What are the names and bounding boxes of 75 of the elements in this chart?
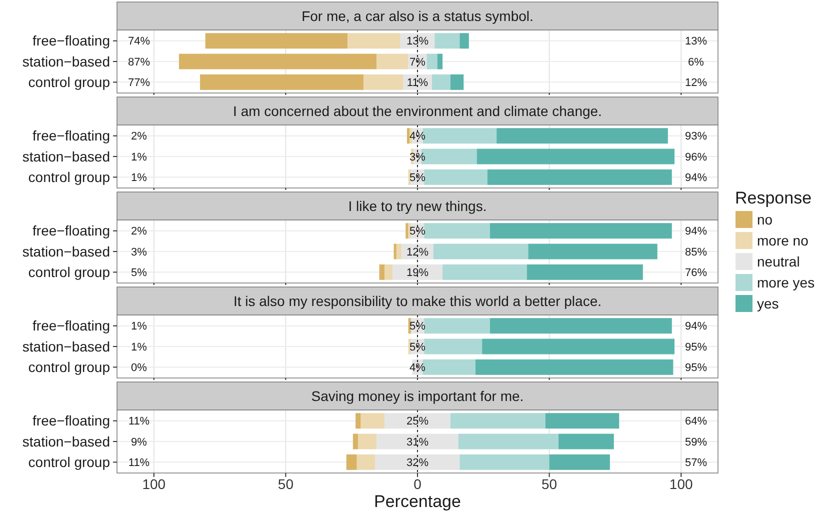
- annotation: 0%: [131, 362, 148, 374]
- legend-label: more no: [757, 232, 809, 248]
- annotation: 85%: [684, 246, 708, 258]
- legend-label: no: [757, 211, 773, 228]
- legend-label: yes: [757, 295, 779, 312]
- data-label: 13%: [406, 36, 429, 48]
- annotation: 1%: [131, 320, 148, 333]
- legend-title: Response: [735, 188, 812, 208]
- y-tick-label: free−floating: [32, 318, 110, 334]
- data-label: 4%: [410, 130, 426, 143]
- data-label: 12%: [406, 246, 429, 258]
- chart-title: I like to try new things.: [348, 198, 487, 214]
- chart-title: I am concerned about the environment and climate change.: [233, 102, 602, 119]
- annotation: 2%: [131, 130, 148, 143]
- annotation: 11%: [128, 457, 150, 470]
- annotation: 95%: [684, 341, 708, 354]
- annotation: 3%: [131, 246, 148, 258]
- y-tick-label: station−based: [22, 53, 110, 70]
- data-label: 19%: [406, 267, 429, 280]
- annotation: 93%: [684, 130, 708, 143]
- annotation: 95%: [684, 362, 708, 374]
- annotation: 13%: [684, 36, 708, 48]
- annotation: 1%: [131, 341, 148, 354]
- y-tick-label: free−floating: [32, 412, 110, 429]
- annotation: 1%: [131, 172, 148, 184]
- x-tick-label: 0: [414, 476, 422, 492]
- data-label: 5%: [410, 341, 426, 354]
- annotation: 5%: [131, 267, 148, 280]
- data-label: 11%: [406, 77, 428, 90]
- annotation: 12%: [684, 77, 708, 90]
- annotation: 64%: [684, 416, 708, 428]
- y-tick-label: station−based: [22, 148, 110, 164]
- annotation: 94%: [684, 172, 708, 184]
- annotation: 94%: [684, 226, 708, 238]
- chart-title: For me, a car also is a status symbol.: [302, 8, 534, 24]
- data-label: 4%: [410, 362, 426, 374]
- annotation: 11%: [128, 416, 150, 428]
- legend-label: neutral: [757, 253, 800, 270]
- annotation: 87%: [128, 56, 150, 68]
- annotation: 94%: [684, 320, 708, 333]
- data-label: 5%: [410, 172, 426, 184]
- y-tick-label: free−floating: [32, 32, 110, 49]
- y-tick-label: free−floating: [32, 222, 110, 239]
- annotation: 1%: [131, 151, 148, 164]
- y-tick-label: control group: [28, 454, 110, 470]
- data-label: 31%: [406, 436, 429, 448]
- annotation: 2%: [131, 226, 148, 238]
- annotation: 74%: [128, 36, 150, 48]
- y-tick-label: free−floating: [32, 128, 110, 144]
- legend-label: more yes: [757, 274, 815, 290]
- data-label: 25%: [406, 416, 429, 428]
- x-tick-label: 100: [142, 476, 166, 492]
- data-label: 7%: [410, 56, 426, 68]
- x-tick-label: 50: [278, 476, 294, 492]
- y-tick-label: control group: [28, 169, 110, 186]
- annotation: 6%: [688, 56, 704, 68]
- x-tick-label: 100: [669, 476, 693, 492]
- annotation: 96%: [684, 151, 708, 164]
- y-tick-label: station−based: [22, 243, 110, 260]
- y-tick-label: station−based: [22, 433, 110, 450]
- chart-title: Saving money is important for me.: [311, 388, 524, 404]
- x-axis-title: Percentage: [374, 492, 461, 511]
- chart-title: It is also my responsibility to make this world a better place.: [233, 292, 602, 309]
- y-tick-label: control group: [28, 264, 110, 280]
- annotation: 57%: [684, 457, 708, 470]
- annotation: 77%: [128, 77, 150, 90]
- annotation: 76%: [684, 267, 708, 280]
- data-label: 5%: [410, 226, 426, 238]
- y-tick-label: control group: [28, 74, 110, 90]
- annotation: 9%: [131, 436, 148, 448]
- data-label: 3%: [410, 151, 426, 164]
- x-tick-label: 50: [542, 476, 558, 492]
- y-tick-label: control group: [28, 359, 110, 376]
- annotation: 59%: [684, 436, 708, 448]
- y-tick-label: station−based: [22, 338, 110, 354]
